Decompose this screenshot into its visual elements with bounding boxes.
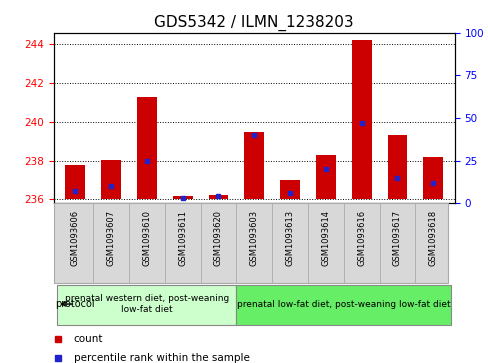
Text: GSM1093617: GSM1093617 [392, 210, 401, 266]
Text: GSM1093607: GSM1093607 [106, 210, 115, 266]
Bar [101, 160, 121, 199]
Bar [65, 164, 85, 199]
Text: GSM1093620: GSM1093620 [214, 210, 223, 266]
Text: GSM1093603: GSM1093603 [249, 210, 258, 266]
Bar [244, 131, 264, 199]
Bar [423, 157, 442, 199]
Text: prenatal western diet, post-weaning
low-fat diet: prenatal western diet, post-weaning low-… [64, 294, 228, 314]
Text: count: count [74, 334, 103, 344]
Text: prenatal low-fat diet, post-weaning low-fat diet: prenatal low-fat diet, post-weaning low-… [237, 299, 449, 309]
Text: GSM1093611: GSM1093611 [178, 210, 187, 266]
Text: GSM1093613: GSM1093613 [285, 210, 294, 266]
Bar [208, 195, 228, 199]
Bar [387, 135, 407, 199]
Text: protocol: protocol [56, 299, 95, 309]
Bar [137, 97, 156, 199]
Bar [351, 40, 371, 199]
Text: percentile rank within the sample: percentile rank within the sample [74, 352, 249, 363]
Text: GSM1093606: GSM1093606 [71, 210, 80, 266]
Text: GSM1093614: GSM1093614 [321, 210, 330, 266]
Bar [315, 155, 335, 199]
Bar [236, 285, 450, 325]
Bar [57, 285, 236, 325]
Title: GDS5342 / ILMN_1238203: GDS5342 / ILMN_1238203 [154, 15, 353, 31]
Text: GSM1093616: GSM1093616 [356, 210, 366, 266]
Text: GSM1093610: GSM1093610 [142, 210, 151, 266]
Text: GSM1093618: GSM1093618 [428, 210, 437, 266]
Bar [280, 180, 299, 199]
Bar [172, 196, 192, 199]
